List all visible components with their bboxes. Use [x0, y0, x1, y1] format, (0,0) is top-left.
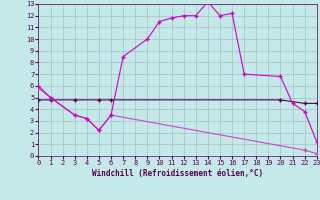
X-axis label: Windchill (Refroidissement éolien,°C): Windchill (Refroidissement éolien,°C)	[92, 169, 263, 178]
